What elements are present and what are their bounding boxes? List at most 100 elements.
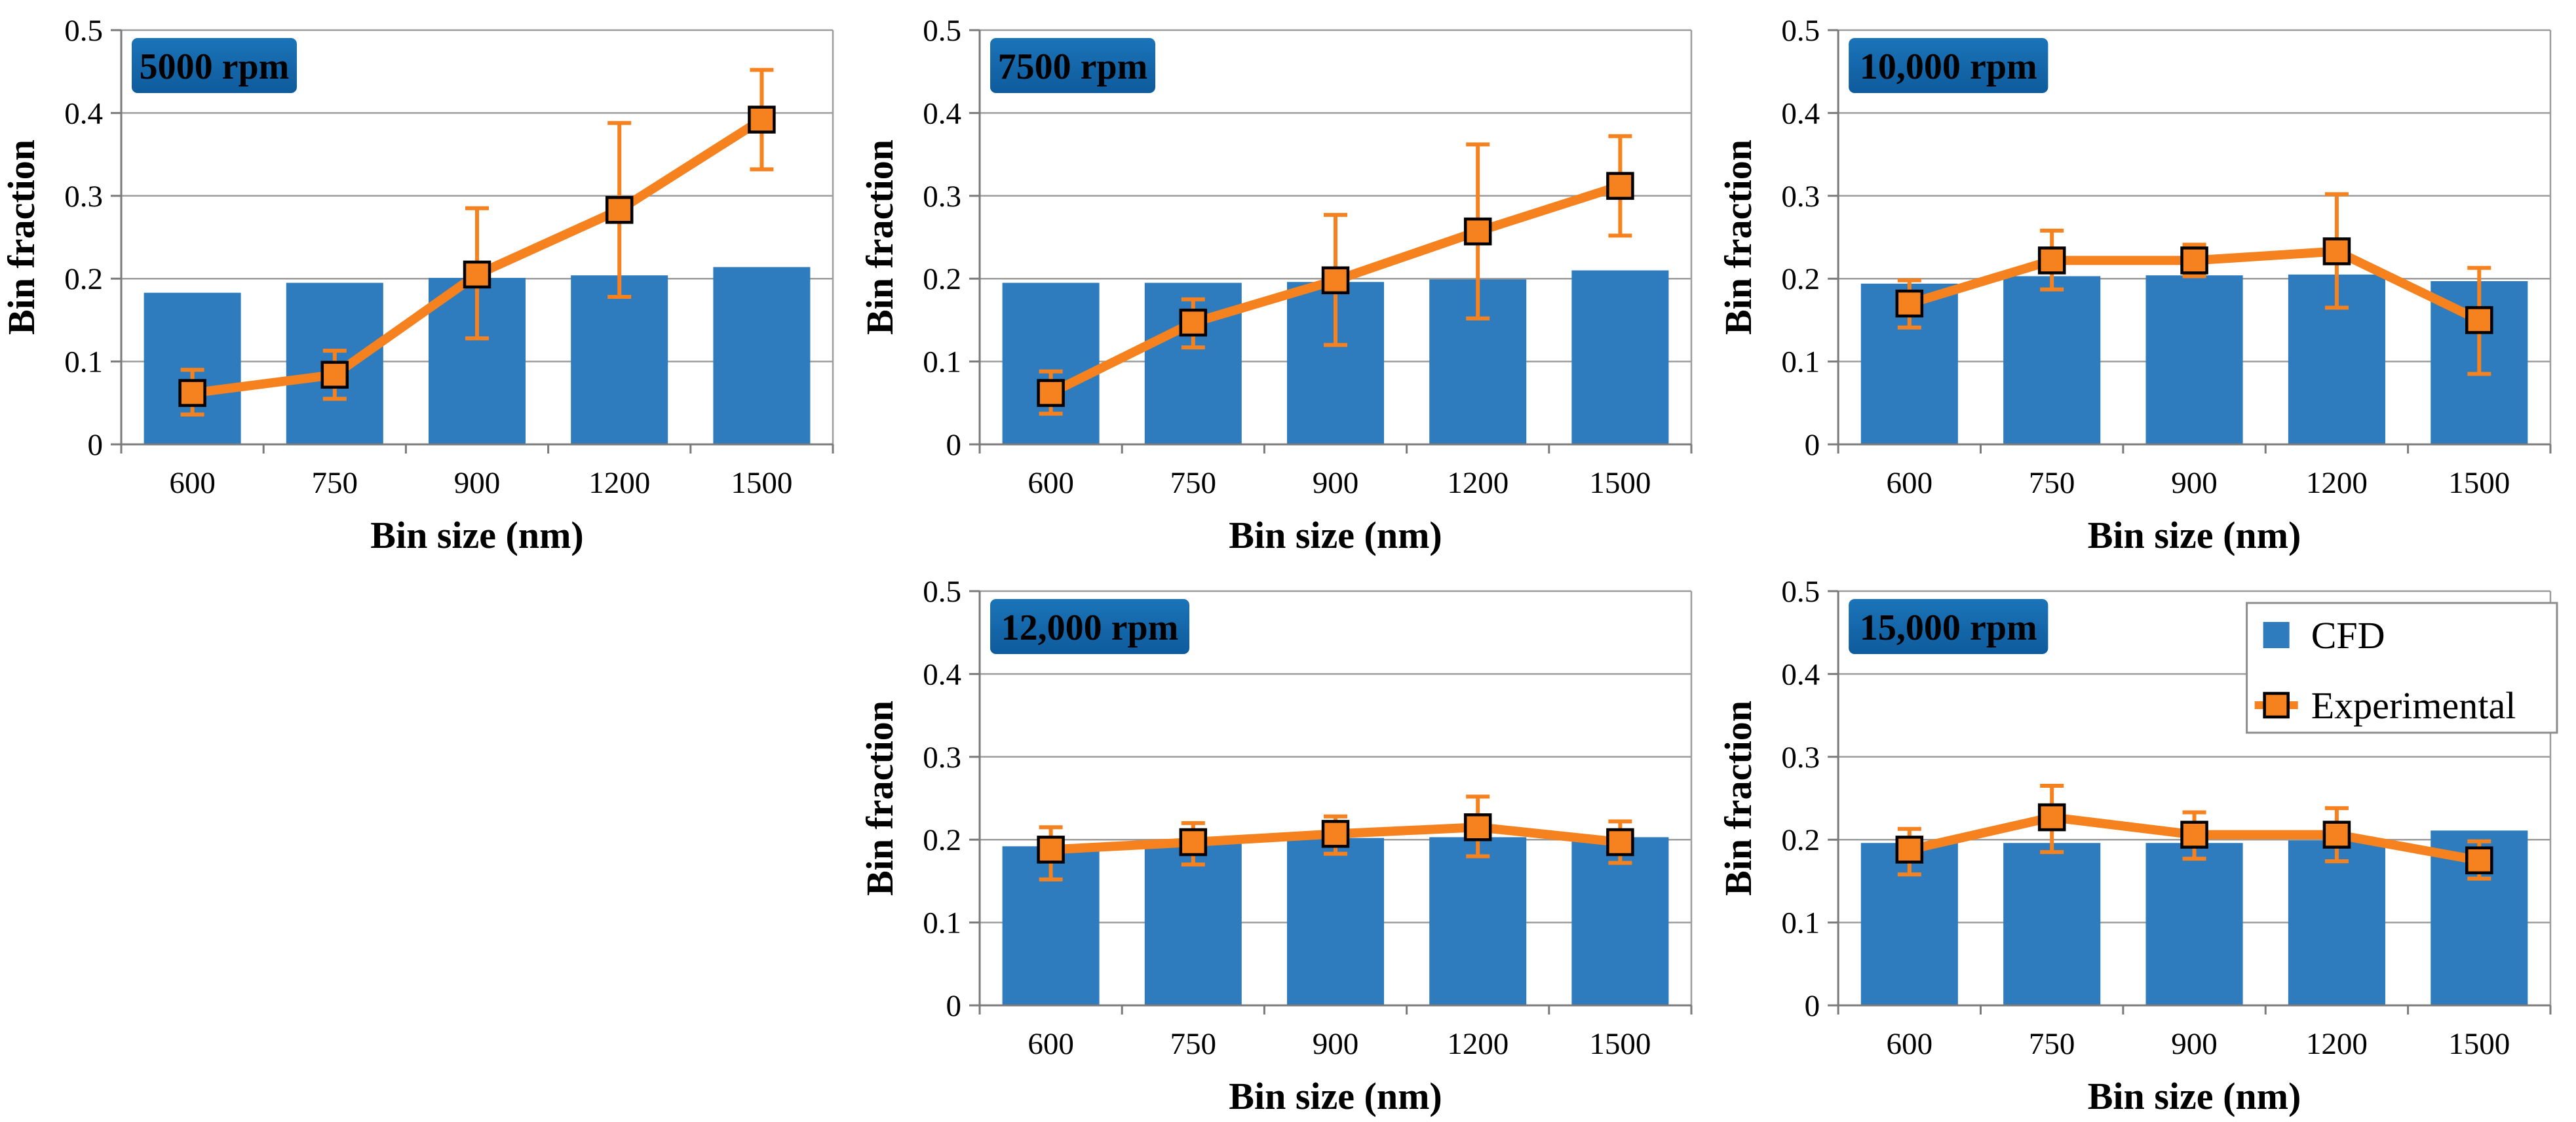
experimental-marker-900 bbox=[2180, 246, 2208, 275]
y-tick-label: 0.3 bbox=[923, 180, 961, 214]
y-tick-label: 0.2 bbox=[64, 262, 103, 296]
experimental-marker-1200 bbox=[2322, 821, 2351, 849]
cfd-bar-750 bbox=[1144, 843, 1242, 1005]
y-tick-label: 0.4 bbox=[64, 96, 103, 130]
legend-box bbox=[2246, 602, 2558, 734]
x-tick-label: 750 bbox=[2029, 466, 2075, 500]
y-tick-label: 0 bbox=[946, 989, 962, 1023]
y-tick-label: 0.2 bbox=[923, 262, 961, 296]
x-tick-label: 750 bbox=[1170, 1027, 1217, 1061]
chart-15000-rpm: 0 0.1 0.2 0.3 0.4 0.5 600 750 900 1200 1500 Bin siz… bbox=[1717, 575, 2558, 1117]
x-tick-label: 1200 bbox=[1447, 1027, 1509, 1061]
y-tick-label: 0.5 bbox=[64, 14, 103, 48]
x-tick-label: 900 bbox=[2171, 466, 2218, 500]
x-tick-label: 600 bbox=[1028, 1027, 1074, 1061]
chart-panel-15000-rpm: 0 0.1 0.2 0.3 0.4 0.5 600 750 900 1200 1500 Bin siz… bbox=[1717, 561, 2576, 1122]
experimental-marker-750 bbox=[320, 360, 349, 389]
rpm-badge bbox=[1849, 38, 2048, 93]
y-tick-label: 0.4 bbox=[923, 657, 961, 691]
x-tick-label: 1200 bbox=[2306, 1027, 2368, 1061]
x-tick-label: 750 bbox=[2029, 1027, 2075, 1061]
rpm-badge bbox=[1849, 599, 2048, 654]
experimental-marker-1200 bbox=[2322, 237, 2351, 265]
legend-experimental-label: Experimental bbox=[2311, 684, 2516, 727]
y-tick-label: 0 bbox=[88, 428, 104, 462]
y-axis-title: Bin fraction bbox=[858, 140, 901, 335]
chart-panel-12000-rpm: 0 0.1 0.2 0.3 0.4 0.5 600 750 900 1200 1500 Bin siz… bbox=[858, 561, 1717, 1122]
x-tick-label: 1200 bbox=[588, 466, 650, 500]
y-tick-label: 0.4 bbox=[1781, 96, 1820, 130]
cfd-bar-1500 bbox=[1571, 270, 1669, 444]
cfd-bar-900 bbox=[2145, 275, 2243, 444]
x-tick-label: 1200 bbox=[2306, 466, 2368, 500]
experimental-marker-750 bbox=[1179, 308, 1208, 337]
x-axis-title: Bin size (nm) bbox=[2088, 1075, 2301, 1117]
y-tick-label: 0 bbox=[1805, 989, 1820, 1023]
x-axis-title: Bin size (nm) bbox=[1229, 1075, 1442, 1117]
y-tick-label: 0.2 bbox=[1781, 823, 1820, 857]
y-tick-label: 0.4 bbox=[1781, 657, 1820, 691]
y-tick-label: 0 bbox=[1805, 428, 1820, 462]
x-tick-label: 600 bbox=[169, 466, 216, 500]
y-axis-title: Bin fraction bbox=[858, 701, 901, 896]
experimental-marker-1500 bbox=[2465, 306, 2493, 334]
cfd-bar-750 bbox=[2003, 276, 2101, 444]
cfd-bar-750 bbox=[2003, 843, 2101, 1005]
y-tick-label: 0.1 bbox=[1781, 906, 1820, 940]
y-tick-label: 0.1 bbox=[1781, 345, 1820, 379]
chart-panel-10000-rpm: 0 0.1 0.2 0.3 0.4 0.5 600 750 900 1200 1500 Bin siz… bbox=[1717, 0, 2576, 561]
x-tick-label: 600 bbox=[1887, 466, 1933, 500]
y-tick-label: 0.3 bbox=[1781, 741, 1820, 775]
y-tick-label: 0.5 bbox=[923, 575, 961, 609]
experimental-marker-600 bbox=[178, 379, 206, 407]
rpm-badge bbox=[132, 38, 297, 93]
y-tick-label: 0.5 bbox=[923, 14, 961, 48]
x-tick-label: 900 bbox=[1313, 466, 1359, 500]
empty-cell bbox=[0, 561, 858, 1122]
y-tick-label: 0.5 bbox=[1781, 14, 1820, 48]
experimental-marker-900 bbox=[1321, 820, 1350, 848]
x-tick-label: 900 bbox=[2171, 1027, 2218, 1061]
cfd-bar-1200 bbox=[571, 275, 668, 444]
y-tick-label: 0.1 bbox=[923, 906, 961, 940]
x-tick-label: 1500 bbox=[731, 466, 792, 500]
y-tick-label: 0 bbox=[946, 428, 962, 462]
cfd-bar-1500 bbox=[1571, 837, 1669, 1005]
cfd-bar-600 bbox=[1002, 282, 1100, 444]
rpm-badge-label: 7500 rpm bbox=[998, 47, 1148, 87]
experimental-marker-750 bbox=[2037, 246, 2066, 275]
y-tick-label: 0.1 bbox=[923, 345, 961, 379]
cfd-bar-1200 bbox=[1429, 837, 1527, 1005]
x-tick-label: 600 bbox=[1887, 1027, 1933, 1061]
y-tick-label: 0.4 bbox=[923, 96, 961, 130]
experimental-marker-1500 bbox=[1606, 828, 1634, 857]
rpm-badge-label: 10,000 rpm bbox=[1860, 47, 2037, 87]
chart-panel-7500-rpm: 0 0.1 0.2 0.3 0.4 0.5 600 750 900 1200 1500 Bin siz… bbox=[858, 0, 1717, 561]
experimental-marker-900 bbox=[463, 260, 491, 289]
chart-panel-5000-rpm: 0 0.1 0.2 0.3 0.4 0.5 600 750 900 1200 1500 Bin siz… bbox=[0, 0, 858, 561]
cfd-bar-1500 bbox=[713, 267, 811, 444]
experimental-marker-600 bbox=[1037, 836, 1065, 864]
chart-10000-rpm: 0 0.1 0.2 0.3 0.4 0.5 600 750 900 1200 1500 Bin siz… bbox=[1717, 14, 2552, 556]
experimental-marker-900 bbox=[1321, 266, 1350, 294]
x-axis-title: Bin size (nm) bbox=[2088, 514, 2301, 556]
y-tick-label: 0.2 bbox=[923, 823, 961, 857]
experimental-marker-1500 bbox=[748, 106, 776, 134]
x-tick-label: 1200 bbox=[1447, 466, 1509, 500]
y-tick-label: 0.2 bbox=[1781, 262, 1820, 296]
rpm-badge-label: 12,000 rpm bbox=[1001, 608, 1179, 648]
experimental-marker-600 bbox=[1895, 289, 1924, 318]
y-axis-title: Bin fraction bbox=[1717, 140, 1759, 335]
experimental-marker-1200 bbox=[1463, 813, 1492, 842]
legend-cfd-label: CFD bbox=[2311, 614, 2385, 657]
x-axis-title: Bin size (nm) bbox=[370, 514, 583, 556]
experimental-marker-1500 bbox=[2465, 846, 2493, 875]
y-tick-label: 0.3 bbox=[923, 741, 961, 775]
x-tick-label: 750 bbox=[1170, 466, 1217, 500]
experimental-marker-750 bbox=[1179, 828, 1208, 857]
cfd-bar-900 bbox=[2145, 843, 2243, 1005]
experimental-marker-750 bbox=[2037, 803, 2066, 832]
experimental-marker-1200 bbox=[1463, 217, 1492, 246]
experimental-marker-1200 bbox=[605, 196, 634, 224]
